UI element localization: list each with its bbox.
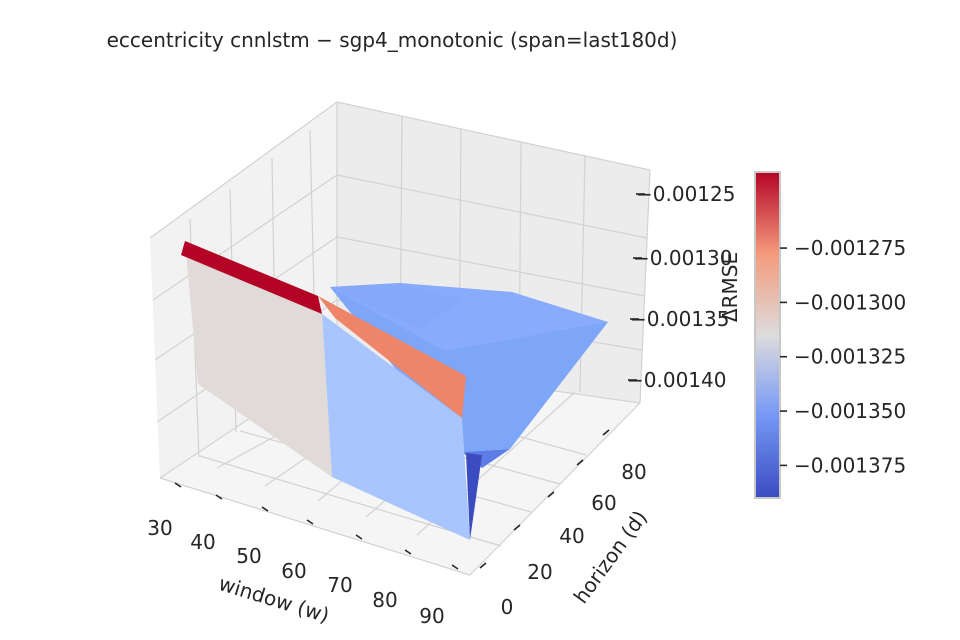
x-tick-label: 70 <box>327 573 352 597</box>
z-tick-label: −0.00140 <box>627 368 726 392</box>
z-ticks: −0.00125 −0.00130 −0.00135 −0.00140 <box>627 182 735 392</box>
surface-facet <box>322 314 470 540</box>
axes-3d: 30 40 50 60 70 80 90 window (w) 0 20 40 … <box>147 101 742 628</box>
x-tick-label: 60 <box>281 559 306 583</box>
surface-facet <box>186 253 332 477</box>
colorbar: −0.001275 −0.001300 −0.001325 −0.001350 −0.0… <box>754 171 906 499</box>
y-tick-label: 20 <box>527 560 552 584</box>
surface-facet <box>462 449 510 468</box>
x-axis-label: window (w) <box>216 571 332 627</box>
x-tick-label: 30 <box>147 516 172 540</box>
y-axis-label: horizon (d) <box>569 506 652 608</box>
surface-facet <box>181 241 322 314</box>
z-axis-label: ΔRMSE <box>718 252 742 322</box>
y-tick-label: 0 <box>501 595 514 619</box>
surface-facet <box>330 283 462 330</box>
colorbar-tick-label: −0.001350 <box>794 399 906 423</box>
z-tick-label: −0.00125 <box>636 182 735 206</box>
y-ticks: 0 20 40 60 80 <box>501 460 647 619</box>
x-ticks: 30 40 50 60 70 80 90 <box>147 516 444 628</box>
colorbar-tick-label: −0.001275 <box>794 236 906 260</box>
surface-facet <box>466 453 482 540</box>
colorbar-tick-label: −0.001325 <box>794 345 906 369</box>
colorbar-tick-label: −0.001300 <box>794 290 906 314</box>
x-tick-label: 50 <box>236 544 261 568</box>
colorbar-tick-label: −0.001375 <box>794 453 906 477</box>
surface <box>181 241 608 540</box>
tick-marks <box>174 193 645 570</box>
colorbar-gradient <box>754 171 781 499</box>
y-tick-label: 80 <box>621 460 646 484</box>
chart-title: eccentricity cnnlstm − sgp4_monotonic (s… <box>107 28 678 52</box>
x-tick-label: 40 <box>190 530 215 554</box>
surface-facet <box>318 296 466 418</box>
x-tick-label: 80 <box>372 588 397 612</box>
z-tick-label: −0.00135 <box>630 307 729 331</box>
y-tick-label: 40 <box>559 524 584 548</box>
z-tick-label: −0.00130 <box>633 246 732 270</box>
x-tick-label: 90 <box>419 604 444 628</box>
colorbar-ticks: −0.001275 −0.001300 −0.001325 −0.001350 −0.0… <box>780 236 906 477</box>
y-tick-label: 60 <box>591 491 616 515</box>
